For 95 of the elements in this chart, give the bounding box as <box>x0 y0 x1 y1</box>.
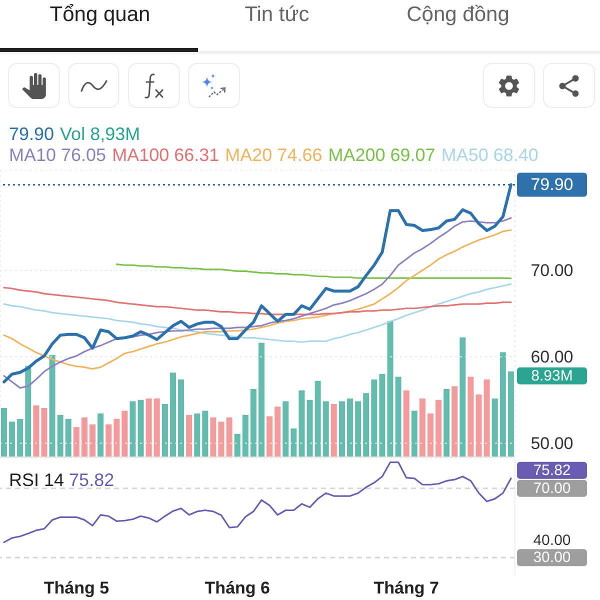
data-label: 79.90 <box>530 175 574 194</box>
bar <box>226 418 232 457</box>
bar <box>314 380 321 457</box>
bar <box>73 427 80 457</box>
bar <box>298 390 305 457</box>
bar <box>186 414 192 457</box>
bar <box>81 418 88 457</box>
bar <box>436 400 442 457</box>
bar <box>234 434 240 457</box>
bar <box>17 418 24 457</box>
bar <box>322 401 329 457</box>
text: 8.93M <box>531 367 573 384</box>
line-series <box>2 183 512 384</box>
bar <box>330 404 337 457</box>
text: MA20 74.66 <box>225 145 322 165</box>
text: 75.82 <box>69 470 114 490</box>
bar <box>411 410 418 457</box>
bar <box>427 413 434 457</box>
bar <box>154 398 160 457</box>
text: 79.90 <box>9 124 54 144</box>
bar <box>146 398 152 457</box>
line-series <box>3 461 512 544</box>
bar <box>419 398 426 457</box>
bar <box>306 400 313 457</box>
bar <box>274 406 281 457</box>
y-tick-label: 70.00 <box>530 260 574 280</box>
bar <box>347 398 354 457</box>
bar <box>25 366 32 457</box>
text: Tổng quan <box>50 2 150 28</box>
series-label: RSI 14 <box>9 470 64 490</box>
bar <box>403 390 410 457</box>
text: Cộng đồng <box>406 2 510 28</box>
bar <box>266 416 273 457</box>
y-tick-label: 70.00 <box>533 480 571 497</box>
bar <box>508 371 514 457</box>
x-tick-label: Tháng 7 <box>374 578 439 598</box>
bar <box>371 379 378 457</box>
bar <box>355 401 362 457</box>
text: Tin tức <box>244 2 310 28</box>
bar <box>33 405 40 457</box>
bar <box>1 408 7 457</box>
text: MA10 76.05 <box>9 145 106 165</box>
bar <box>338 401 345 457</box>
bar <box>250 389 256 457</box>
bar <box>194 413 200 457</box>
bar <box>106 424 112 457</box>
bar <box>130 401 136 457</box>
bar <box>170 372 176 457</box>
bar <box>500 352 506 457</box>
bar <box>387 321 394 457</box>
line-series <box>116 263 512 280</box>
bar <box>41 408 48 457</box>
text: MA100 66.31 <box>112 145 220 165</box>
y-tick-label: 30.00 <box>533 549 571 566</box>
x-tick-label: Tháng 5 <box>44 578 110 598</box>
bar <box>210 418 216 457</box>
line-series <box>3 217 512 389</box>
bar <box>363 393 370 457</box>
bar <box>468 376 474 457</box>
bar <box>444 389 450 457</box>
bar <box>138 400 144 457</box>
bar <box>452 386 458 457</box>
bar <box>178 379 184 457</box>
bar <box>484 379 490 457</box>
data-label: 75.82 <box>533 462 571 479</box>
bar <box>282 401 289 457</box>
text: Vol 8,93M <box>60 124 140 144</box>
line-series <box>3 283 512 343</box>
bar <box>98 413 104 457</box>
bar <box>49 355 56 457</box>
bar <box>218 422 224 457</box>
bar <box>476 394 482 457</box>
bar <box>460 337 466 457</box>
bar <box>65 418 72 457</box>
bar <box>162 404 168 457</box>
bar <box>9 422 16 457</box>
bar <box>290 428 297 457</box>
bar <box>114 418 120 457</box>
y-tick-label: 40.00 <box>533 532 571 549</box>
y-tick-label: 60.00 <box>530 347 574 366</box>
line-series <box>3 286 512 316</box>
bar <box>90 424 96 457</box>
bar <box>379 374 386 457</box>
bar <box>258 342 264 457</box>
bar <box>57 414 64 457</box>
text: MA200 69.07 <box>328 145 436 165</box>
bar <box>122 410 128 457</box>
bar <box>492 398 498 457</box>
x-tick-label: Tháng 6 <box>204 578 270 598</box>
line-series <box>3 229 512 370</box>
bar <box>242 414 248 457</box>
bar <box>202 410 208 457</box>
y-tick-label: 50.00 <box>530 434 574 453</box>
text: MA50 68.40 <box>441 145 538 165</box>
bar <box>395 376 402 457</box>
